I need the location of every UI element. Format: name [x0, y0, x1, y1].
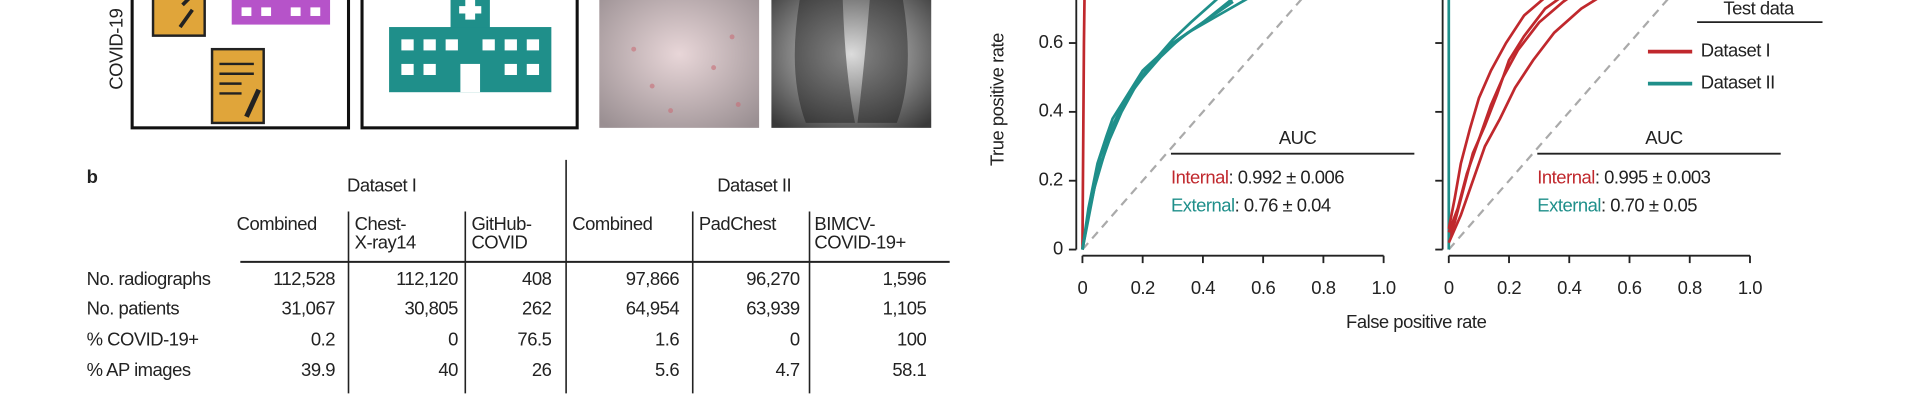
xray-image — [599, 0, 760, 128]
cell: 76.5 — [517, 328, 551, 349]
x-tick-label: 0.4 — [1557, 277, 1581, 298]
legend-title: Test data — [1723, 0, 1795, 19]
auc-value: : 0.995 ± 0.003 — [1595, 166, 1711, 187]
cell: 26 — [532, 359, 552, 380]
cell: 0 — [448, 328, 458, 349]
box — [130, 0, 351, 130]
x-tick-label: 0 — [1444, 277, 1454, 298]
auc-value: : 0.76 ± 0.04 — [1235, 194, 1331, 215]
auc-label: Internal — [1537, 166, 1595, 187]
xray-image — [771, 0, 932, 128]
cell: 1,105 — [883, 298, 927, 319]
auc-title: AUC — [1279, 127, 1317, 148]
row-label: No. radiographs — [87, 268, 211, 289]
roc-curve — [1447, 0, 1569, 233]
chance-line — [1081, 0, 1303, 251]
auc-label: Internal — [1171, 166, 1229, 187]
group-header: Dataset II — [717, 175, 791, 196]
y-axis-label: True positive rate — [987, 33, 1008, 166]
roc-curve — [1447, 0, 1451, 250]
table-rules — [240, 159, 950, 394]
box — [360, 0, 579, 130]
cell: 58.1 — [892, 359, 926, 380]
auc-value: : 0.992 ± 0.006 — [1229, 166, 1345, 187]
cell: 1.6 — [655, 328, 679, 349]
cell: 1,596 — [883, 268, 927, 289]
x-tick-label: 0.8 — [1678, 277, 1702, 298]
cell: 30,805 — [404, 298, 458, 319]
cell: 100 — [897, 328, 927, 349]
x-tick-label: 0.6 — [1251, 277, 1275, 298]
column-header: BIMCV- — [814, 213, 875, 234]
cell: 4.7 — [776, 359, 800, 380]
cell: 64,954 — [626, 298, 680, 319]
cell: 63,939 — [746, 298, 800, 319]
auc-label: External — [1537, 194, 1601, 215]
auc-line: Internal: 0.992 ± 0.006 — [1171, 166, 1344, 187]
x-tick-label: 0.8 — [1311, 277, 1335, 298]
cell: 5.6 — [655, 359, 679, 380]
x-tick-label: 0 — [1078, 277, 1088, 298]
cell: 97,866 — [626, 268, 680, 289]
pen — [244, 88, 262, 118]
legend-label: Dataset I — [1701, 40, 1770, 61]
group-header: Dataset I — [347, 175, 416, 196]
y-tick-label: 0.4 — [1039, 100, 1063, 121]
side-label: COVID-19 — [105, 8, 126, 89]
cell: 262 — [522, 298, 552, 319]
x-tick-label: 0.2 — [1497, 277, 1521, 298]
cell: 96,270 — [746, 268, 800, 289]
auc-title: AUC — [1645, 127, 1683, 148]
row-label: % COVID-19+ — [87, 328, 199, 349]
roc-curve — [1447, 0, 1545, 230]
cell: 31,067 — [282, 298, 336, 319]
x-tick-label: 1.0 — [1738, 277, 1762, 298]
auc-line: External: 0.70 ± 0.05 — [1537, 194, 1697, 215]
roc-curve — [1447, 0, 1598, 244]
column-header: COVID-19+ — [814, 231, 905, 252]
row-label: % AP images — [87, 359, 191, 380]
legend-label: Dataset II — [1701, 71, 1775, 92]
column-header: COVID — [471, 231, 527, 252]
auc-line: Internal: 0.995 ± 0.003 — [1537, 166, 1710, 187]
cell: 0.2 — [311, 328, 335, 349]
roc-curve — [1081, 0, 1086, 250]
chance-line — [1447, 0, 1669, 251]
x-axis-label: False positive rate — [1346, 311, 1487, 332]
x-tick-label: 0.6 — [1617, 277, 1641, 298]
cell: 0 — [790, 328, 800, 349]
panel-label: b — [87, 166, 98, 187]
hospital-icon — [389, 0, 552, 93]
cell: 408 — [522, 268, 552, 289]
column-header: Chest- — [355, 213, 407, 234]
cell: 39.9 — [301, 359, 335, 380]
x-tick-label: 0.2 — [1131, 277, 1155, 298]
pen — [178, 0, 194, 29]
document-icon — [151, 0, 206, 37]
document-icon — [210, 47, 265, 125]
column-header: PadChest — [699, 213, 776, 234]
y-tick-label: 0 — [1053, 237, 1063, 258]
y-tick-label: 0.2 — [1039, 169, 1063, 190]
x-tick-label: 1.0 — [1372, 277, 1396, 298]
y-tick-label: 0.6 — [1039, 31, 1063, 52]
x-tick-label: 0.4 — [1191, 277, 1215, 298]
cell: 112,528 — [273, 268, 335, 289]
auc-value: : 0.70 ± 0.05 — [1601, 194, 1697, 215]
auc-label: External — [1171, 194, 1235, 215]
column-header: GitHub- — [471, 213, 531, 234]
row-label: No. patients — [87, 298, 180, 319]
column-header: Combined — [572, 213, 652, 234]
panel-a — [130, 0, 932, 130]
column-header: Combined — [237, 213, 317, 234]
roc-curve — [1081, 0, 1248, 250]
cell: 112,120 — [396, 268, 458, 289]
column-header: X-ray14 — [355, 231, 416, 252]
cell: 40 — [438, 359, 458, 380]
auc-line: External: 0.76 ± 0.04 — [1171, 194, 1331, 215]
